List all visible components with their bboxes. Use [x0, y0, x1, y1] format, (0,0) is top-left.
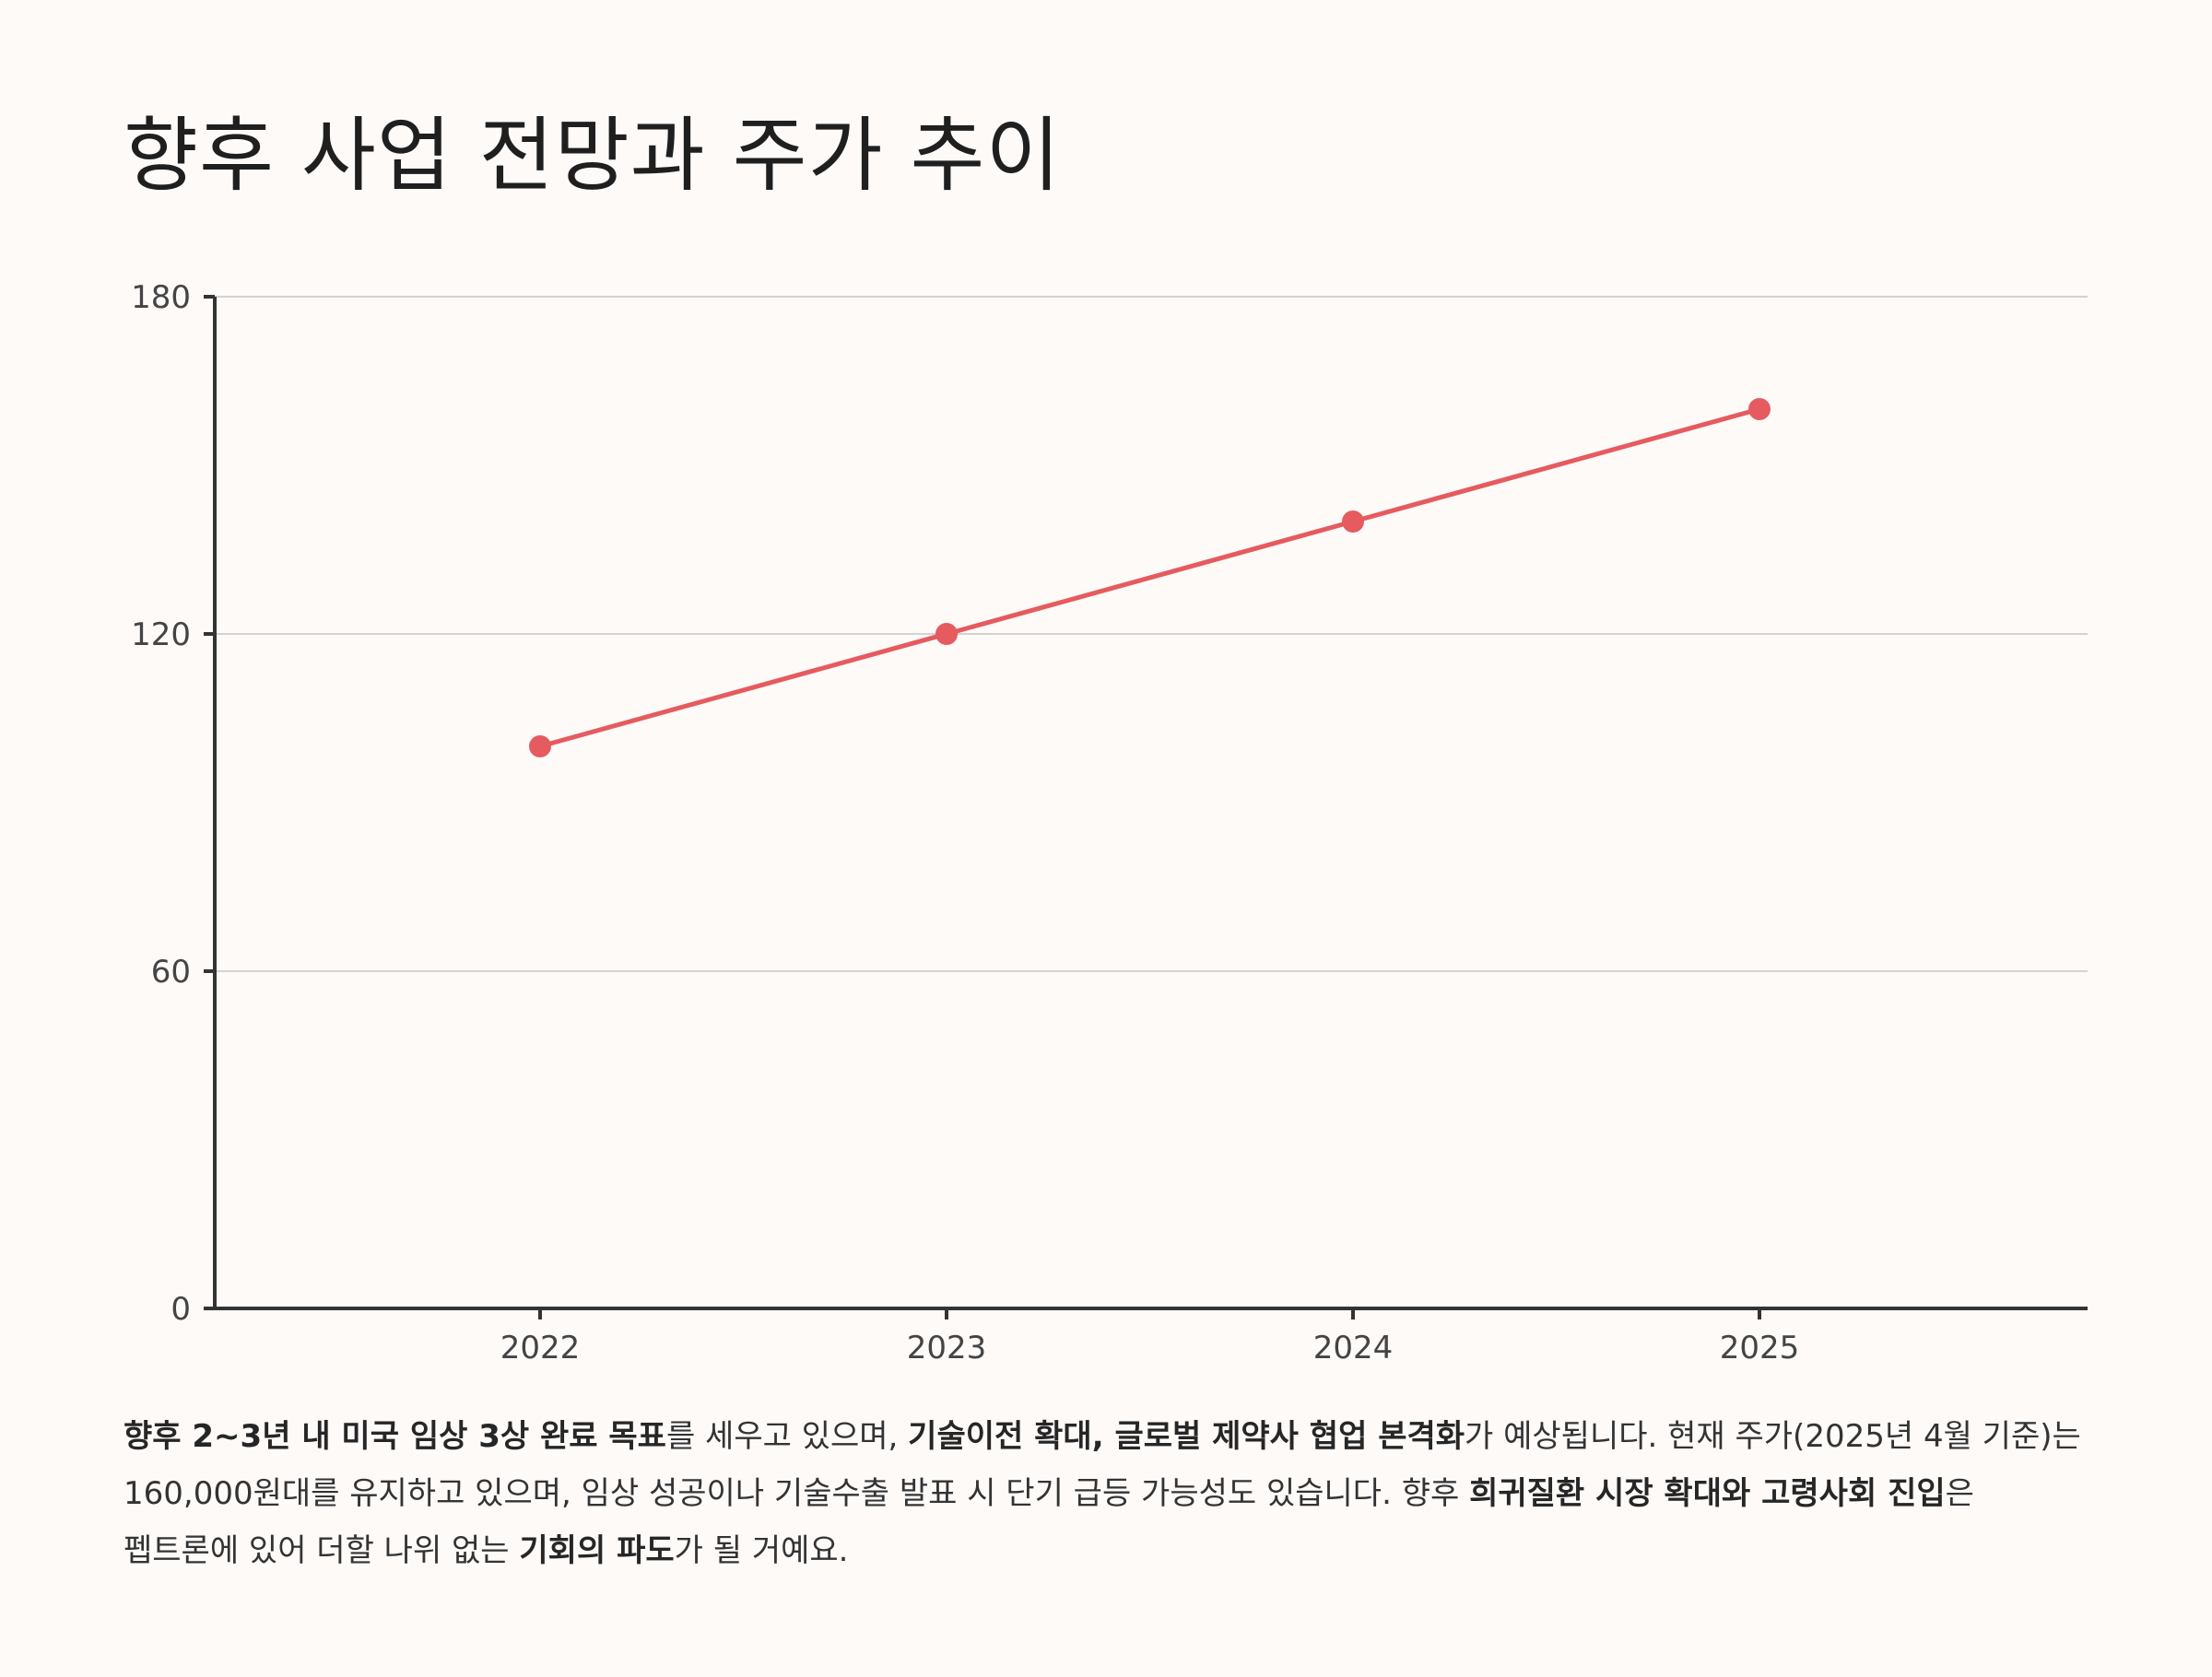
description-paragraph: 향후 2~3년 내 미국 임상 3상 완료 목표를 세우고 있으며, 기술이전 … [124, 1408, 2087, 1579]
x-tick-label: 2022 [500, 1330, 581, 1366]
description-emphasis: 향후 2~3년 내 미국 임상 3상 완료 목표 [124, 1418, 666, 1455]
series-line [537, 406, 1762, 749]
data-point [1748, 398, 1771, 420]
x-tick-label: 2023 [907, 1330, 987, 1366]
y-tick-label: 60 [151, 954, 191, 991]
y-tick-label: 120 [131, 616, 191, 653]
description-text: 가 될 거예요. [674, 1532, 849, 1569]
description-text: 가 예상됩니다. 현재 주가(2025년 4월 기준)는 160,000원대를 … [124, 1418, 2081, 1512]
line-chart: 0 60 120 180 2022 2023 2024 2025 [131, 279, 2088, 1366]
page-title: 향후 사업 전망과 주가 추이 [124, 108, 1062, 203]
data-point [1342, 510, 1364, 533]
description-emphasis: 희귀질환 시장 확대와 고령사회 진입 [1469, 1475, 1946, 1512]
data-point [935, 623, 958, 645]
y-tick-label: 0 [171, 1291, 191, 1328]
data-point [529, 735, 551, 757]
description-text: 를 세우고 있으며, [665, 1418, 909, 1455]
description-emphasis: 기술이전 확대, 글로벌 제약사 협업 본격화 [908, 1418, 1465, 1455]
description-text: 은 펩트론에 있어 더할 나위 없는 [124, 1475, 1974, 1569]
description-emphasis: 기회의 파도 [519, 1532, 675, 1569]
x-tick-label: 2025 [1720, 1330, 1800, 1366]
chart-svg: 0 60 120 180 2022 2023 2024 2025 [131, 279, 2088, 1366]
y-tick-label: 180 [131, 279, 191, 316]
x-tick-label: 2024 [1313, 1330, 1394, 1366]
